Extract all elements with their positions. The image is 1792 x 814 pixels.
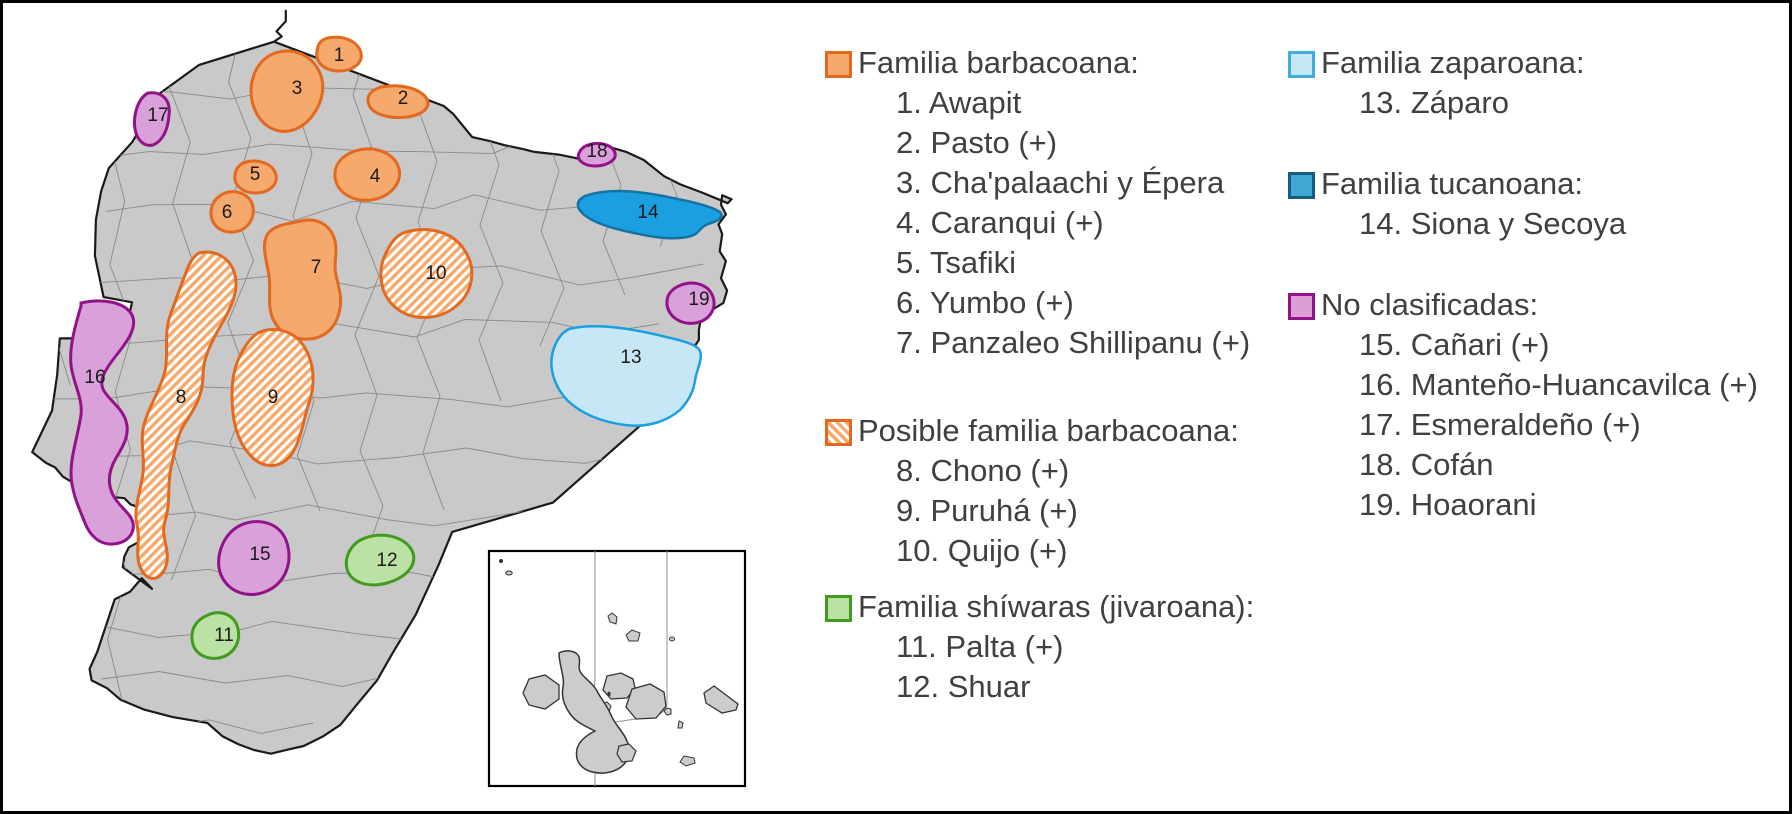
svg-text:5: 5 (250, 164, 261, 185)
svg-text:7: 7 (311, 257, 322, 278)
svg-text:19: 19 (688, 289, 709, 310)
svg-text:1: 1 (334, 45, 345, 66)
svg-text:12: 12 (376, 550, 397, 571)
svg-text:3: 3 (292, 78, 303, 99)
svg-text:18: 18 (586, 141, 607, 162)
svg-text:2: 2 (398, 88, 409, 109)
svg-text:15: 15 (249, 544, 270, 565)
svg-text:11: 11 (214, 625, 234, 646)
svg-text:4: 4 (370, 166, 381, 187)
svg-text:9: 9 (268, 387, 279, 408)
svg-text:8: 8 (176, 387, 187, 408)
svg-text:10: 10 (425, 263, 446, 284)
svg-text:16: 16 (84, 367, 105, 388)
svg-text:17: 17 (147, 105, 168, 126)
svg-text:13: 13 (620, 347, 641, 368)
svg-text:14: 14 (637, 202, 659, 223)
svg-text:6: 6 (222, 202, 233, 223)
